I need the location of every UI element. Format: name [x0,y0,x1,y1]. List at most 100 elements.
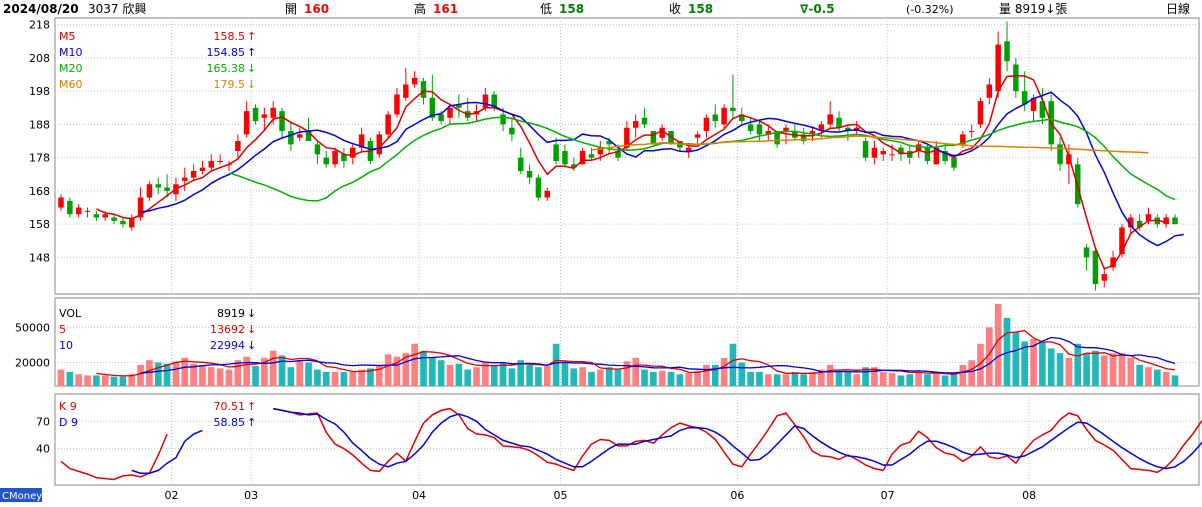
candle-body [774,131,780,145]
candle-body [341,154,347,161]
axis-layer: 218 208 198 188 178 168 158 148 50000 20000 70 40 02… [15,19,1036,502]
candle-body [544,190,551,198]
month-label: 03 [244,489,258,502]
volume-bar [1056,353,1064,386]
volume-legend-arrow: ↓ [247,339,256,352]
volume-bar [747,371,754,386]
volume-bar [473,367,480,386]
candle-body [809,131,816,135]
volume-bar [915,371,922,386]
volume-bar [110,376,118,386]
candle-body [1092,250,1099,285]
volume-bar [552,343,560,386]
price-legend-label: M5 [59,30,76,43]
candle-body [535,177,542,198]
volume-bar [172,361,180,386]
candle-body [509,127,515,135]
volume-bar [358,369,365,386]
candle-body [632,121,639,128]
volume-bar [676,374,684,386]
candle-body [350,147,356,158]
volume-layer [57,303,1179,386]
price-tick-label: 178 [29,152,50,165]
volume-bar [349,371,357,386]
volume-bar [190,363,197,386]
price-legend-value: 165.38 [207,62,246,75]
ma-line-m60 [591,135,1149,154]
candle-body [500,114,506,125]
grid-layer [55,18,1199,485]
volume-bar [429,357,436,386]
candle-body [800,134,807,142]
volume-bar [340,371,348,386]
volume-bar [1065,357,1073,386]
candle-body [977,101,984,125]
candle-body [93,214,100,218]
candle-body [650,131,657,145]
volume-bar [1109,353,1117,386]
volume-bar [871,367,878,386]
candle-body [199,167,206,171]
candle-body [889,154,895,156]
header-stock-name: 3037 欣興 [88,2,146,16]
candle-body [783,127,789,132]
volume-bar [614,369,622,386]
volume-legend-arrow: ↓ [247,307,256,320]
volume-bar [1039,341,1046,386]
volume-bar [508,368,516,386]
candle-body [765,131,772,135]
header-period: 日線 [1166,1,1190,16]
volume-bar [101,375,109,386]
header-low-value: 158 [559,2,584,16]
volume-bar [897,375,905,386]
volume-bar [1074,343,1082,386]
volume-bar [384,354,392,386]
volume-bar [1127,357,1135,386]
header-change-percent: (-0.32%) [906,3,954,16]
volume-bar [650,371,657,386]
volume-bar [375,364,383,386]
volume-tick-label: 20000 [15,357,50,370]
volume-bar [322,371,330,386]
candle-body [712,114,718,122]
header-date: 2024/08/20 [3,2,79,16]
month-label: 06 [730,489,744,502]
candle-body [588,154,595,158]
volume-bar [818,369,825,386]
month-label: 04 [412,489,426,502]
volume-bar [137,364,144,386]
kd-legend-value: 70.51 [214,400,246,413]
candle-body [111,217,117,221]
volume-legend-label: 5 [59,323,66,336]
volume-bar [57,369,65,386]
volume-bar [499,362,507,386]
volume-bar [853,374,861,386]
candle-body [703,117,710,132]
volume-bar [641,369,648,386]
candle-body [429,97,436,118]
volume-bar [216,368,224,386]
volume-bar [119,376,127,386]
candle-body [915,144,922,152]
volume-bar [154,362,162,386]
candle-body [120,220,126,225]
volume-bar [782,374,790,386]
header-close-label: 收 [669,2,681,16]
volume-bar [269,350,277,386]
candle-body [721,107,727,125]
volume-ma5-line [96,329,1176,377]
month-label: 02 [165,489,179,502]
candle-body [615,151,621,158]
volume-bar [490,364,498,386]
volume-bar [738,362,746,386]
volume-bar [968,360,975,386]
volume-legend-arrow: ↓ [247,323,256,336]
candle-body [1057,144,1063,165]
volume-bar [826,364,834,386]
candle-body [447,107,453,118]
volume-bar [685,373,693,386]
candle-body [694,134,701,138]
volume-bar [800,374,807,386]
d-line [131,407,1202,474]
volume-legend-label: 10 [59,339,73,352]
